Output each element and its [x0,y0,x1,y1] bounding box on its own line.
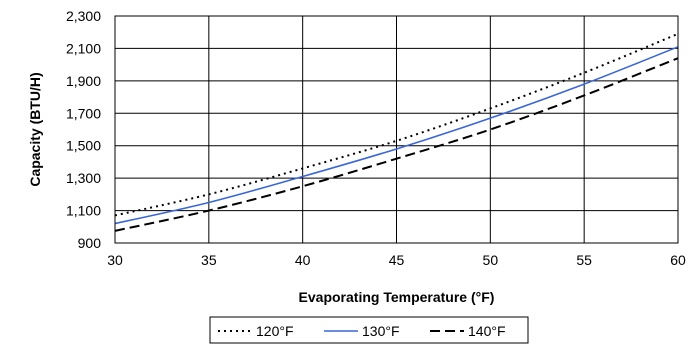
legend-frame [209,316,529,344]
y-tick-label: 900 [78,235,102,251]
x-axis-title: Evaporating Temperature (°F) [299,289,495,305]
x-tick-label: 60 [670,252,686,268]
x-tick-label: 40 [295,252,311,268]
y-tick-label: 1,300 [66,170,101,186]
x-tick-label: 55 [576,252,592,268]
y-tick-label: 1,100 [66,203,101,219]
legend: 120°F 130°F 140°F [209,316,529,344]
legend-label: 120°F [256,323,294,339]
x-tick-label: 45 [389,252,405,268]
legend-label: 130°F [362,323,400,339]
legend-label: 140°F [468,323,506,339]
series-layer [114,32,679,232]
grid-layer [114,15,679,244]
x-tick-label: 30 [107,252,123,268]
y-axis-title: Capacity (BTU/H) [27,72,43,186]
series-line-120F [114,32,679,217]
plot-area-frame [114,15,679,244]
series-line-130F [114,46,679,225]
y-tick-label: 2,100 [66,40,101,56]
tick-label-layer: 30 35 40 45 50 55 60 900 1,100 1,300 1,500 1,700 1,9… [66,8,686,268]
y-tick-label: 1,500 [66,138,101,154]
series-line-140F [114,57,679,232]
x-tick-label: 35 [201,252,217,268]
y-tick-label: 1,900 [66,73,101,89]
y-tick-label: 1,700 [66,105,101,121]
x-tick-label: 50 [483,252,499,268]
y-tick-label: 2,300 [66,8,101,24]
